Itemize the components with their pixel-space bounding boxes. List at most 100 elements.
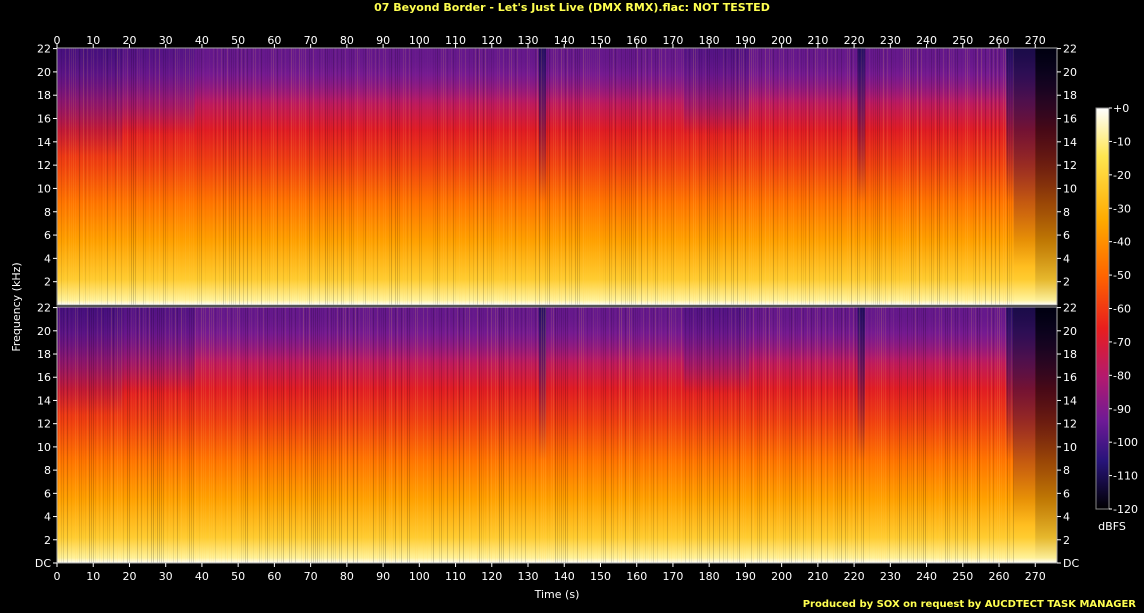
- texture-streak: [741, 307, 742, 563]
- texture-streak: [471, 307, 472, 563]
- texture-streak: [537, 307, 538, 563]
- texture-streak: [457, 48, 458, 305]
- texture-streak: [187, 48, 188, 305]
- texture-streak: [237, 307, 238, 563]
- texture-streak: [291, 307, 292, 563]
- texture-streak: [499, 307, 500, 563]
- texture-streak: [445, 307, 446, 563]
- y-tick-label-left: 16: [37, 371, 51, 384]
- texture-streak: [665, 48, 666, 305]
- texture-streak: [871, 307, 872, 563]
- texture-streak: [83, 307, 84, 563]
- texture-streak: [379, 48, 380, 305]
- texture-streak: [453, 307, 454, 563]
- x-tick-label-bottom: 170: [662, 570, 683, 583]
- texture-streak: [115, 48, 116, 305]
- texture-streak: [345, 48, 346, 305]
- y-axis-label: Frequency (kHz): [10, 262, 23, 351]
- x-tick-label-bottom: 20: [122, 570, 136, 583]
- texture-streak: [549, 48, 550, 305]
- texture-streak: [451, 48, 452, 305]
- texture-streak: [577, 48, 578, 305]
- texture-streak: [691, 307, 692, 563]
- texture-streak: [333, 48, 334, 305]
- x-tick-label-bottom: 60: [267, 570, 281, 583]
- texture-streak: [173, 48, 174, 305]
- texture-streak: [597, 307, 598, 563]
- texture-streak: [337, 48, 338, 305]
- energy-region: [57, 307, 123, 415]
- y-tick-label-right: 4: [1063, 511, 1070, 524]
- x-axis-label: Time (s): [534, 588, 580, 601]
- texture-streak: [195, 307, 196, 563]
- texture-streak: [607, 48, 608, 305]
- texture-streak: [389, 48, 390, 305]
- texture-streak: [735, 48, 736, 305]
- texture-streak: [559, 48, 560, 305]
- texture-streak: [183, 307, 184, 563]
- texture-streak: [311, 48, 312, 305]
- colorbar-tick-label: -80: [1113, 369, 1131, 382]
- texture-streak: [583, 48, 584, 305]
- texture-streak: [837, 48, 838, 305]
- texture-streak: [697, 307, 698, 563]
- texture-streak: [311, 307, 312, 563]
- texture-streak: [783, 307, 784, 563]
- texture-streak: [147, 48, 148, 305]
- texture-streak: [435, 307, 436, 563]
- texture-streak: [673, 48, 674, 305]
- texture-streak: [521, 48, 522, 305]
- texture-streak: [563, 307, 564, 563]
- texture-streak: [599, 48, 600, 305]
- texture-streak: [303, 307, 304, 563]
- texture-streak: [987, 307, 988, 563]
- texture-streak: [85, 307, 86, 563]
- texture-streak: [845, 48, 846, 305]
- texture-streak: [129, 307, 130, 563]
- texture-streak: [591, 48, 592, 305]
- texture-streak: [455, 307, 456, 563]
- texture-streak: [339, 307, 340, 563]
- texture-streak: [813, 307, 814, 563]
- texture-streak: [355, 307, 356, 563]
- texture-streak: [455, 48, 456, 305]
- texture-streak: [99, 48, 100, 305]
- texture-streak: [395, 307, 396, 563]
- texture-streak: [423, 307, 424, 563]
- texture-streak: [415, 307, 416, 563]
- texture-streak: [375, 307, 376, 563]
- texture-streak: [409, 48, 410, 305]
- texture-streak: [897, 48, 898, 305]
- x-tick-label-top: 100: [409, 34, 430, 47]
- texture-streak: [197, 48, 198, 305]
- texture-streak: [123, 307, 124, 563]
- texture-streak: [141, 307, 142, 563]
- texture-streak: [111, 307, 112, 563]
- texture-streak: [889, 307, 890, 563]
- texture-streak: [549, 307, 550, 563]
- texture-streak: [441, 307, 442, 563]
- texture-streak: [693, 307, 694, 563]
- texture-streak: [383, 48, 384, 305]
- texture-streak: [893, 307, 894, 563]
- texture-streak: [759, 48, 760, 305]
- texture-streak: [101, 48, 102, 305]
- texture-streak: [915, 48, 916, 305]
- texture-streak: [519, 48, 520, 305]
- texture-streak: [551, 307, 552, 563]
- texture-streak: [709, 307, 710, 563]
- texture-streak: [653, 307, 654, 563]
- texture-streak: [865, 307, 866, 563]
- texture-streak: [673, 307, 674, 563]
- texture-streak: [449, 307, 450, 563]
- texture-streak: [245, 48, 246, 305]
- texture-streak: [681, 307, 682, 563]
- energy-region: [749, 307, 858, 364]
- y-tick-label-right: 8: [1063, 464, 1070, 477]
- texture-streak: [537, 48, 538, 305]
- texture-streak: [611, 307, 612, 563]
- texture-streak: [305, 307, 306, 563]
- texture-streak: [451, 307, 452, 563]
- texture-streak: [227, 48, 228, 305]
- texture-streak: [717, 48, 718, 305]
